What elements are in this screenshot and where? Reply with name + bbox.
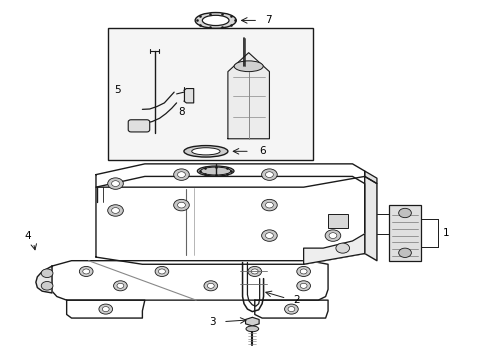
Polygon shape	[67, 300, 145, 318]
Circle shape	[177, 202, 185, 208]
Text: 5: 5	[115, 85, 121, 95]
Ellipse shape	[192, 148, 220, 155]
Circle shape	[177, 172, 185, 177]
Circle shape	[262, 230, 277, 241]
Polygon shape	[96, 176, 365, 264]
Ellipse shape	[195, 13, 236, 28]
Text: 3: 3	[209, 317, 216, 327]
Text: 4: 4	[24, 231, 31, 240]
Circle shape	[204, 281, 218, 291]
Ellipse shape	[184, 145, 228, 157]
Ellipse shape	[246, 326, 259, 332]
Circle shape	[155, 266, 169, 276]
Circle shape	[266, 202, 273, 208]
Bar	[108, 28, 314, 160]
Text: 2: 2	[293, 295, 299, 305]
Circle shape	[300, 269, 307, 274]
Circle shape	[112, 208, 120, 213]
Circle shape	[285, 304, 298, 314]
Text: 1: 1	[443, 228, 450, 238]
Circle shape	[266, 233, 273, 238]
Bar	[328, 214, 347, 228]
Circle shape	[336, 243, 349, 253]
Polygon shape	[304, 234, 365, 264]
Circle shape	[112, 181, 120, 186]
Ellipse shape	[200, 167, 231, 175]
Circle shape	[262, 169, 277, 180]
Text: 8: 8	[178, 107, 185, 117]
Bar	[389, 205, 421, 261]
Circle shape	[173, 169, 189, 180]
Circle shape	[325, 230, 341, 241]
Circle shape	[248, 266, 262, 276]
Circle shape	[262, 199, 277, 211]
Polygon shape	[245, 318, 259, 326]
Polygon shape	[228, 53, 270, 139]
Circle shape	[108, 205, 123, 216]
Circle shape	[329, 233, 337, 238]
Polygon shape	[184, 89, 194, 103]
Circle shape	[297, 281, 311, 291]
Polygon shape	[365, 176, 377, 261]
Polygon shape	[255, 300, 328, 318]
Circle shape	[99, 304, 113, 314]
Circle shape	[173, 199, 189, 211]
Ellipse shape	[234, 61, 263, 72]
Circle shape	[266, 172, 273, 177]
Circle shape	[159, 269, 165, 274]
Text: 6: 6	[259, 146, 266, 156]
Ellipse shape	[197, 166, 234, 176]
Circle shape	[102, 307, 109, 312]
Circle shape	[207, 283, 214, 288]
Circle shape	[288, 307, 295, 312]
Circle shape	[300, 283, 307, 288]
Circle shape	[297, 266, 311, 276]
Circle shape	[83, 269, 90, 274]
Circle shape	[117, 283, 124, 288]
Circle shape	[251, 269, 258, 274]
FancyBboxPatch shape	[128, 120, 150, 132]
Polygon shape	[96, 164, 365, 187]
Circle shape	[114, 281, 127, 291]
Circle shape	[399, 248, 412, 257]
Polygon shape	[36, 266, 52, 293]
Circle shape	[399, 208, 412, 218]
Circle shape	[79, 266, 93, 276]
Polygon shape	[365, 171, 377, 184]
Ellipse shape	[202, 15, 229, 26]
Text: 7: 7	[265, 15, 271, 26]
Circle shape	[41, 282, 53, 290]
Polygon shape	[52, 261, 328, 300]
Circle shape	[41, 269, 53, 278]
Circle shape	[108, 178, 123, 189]
